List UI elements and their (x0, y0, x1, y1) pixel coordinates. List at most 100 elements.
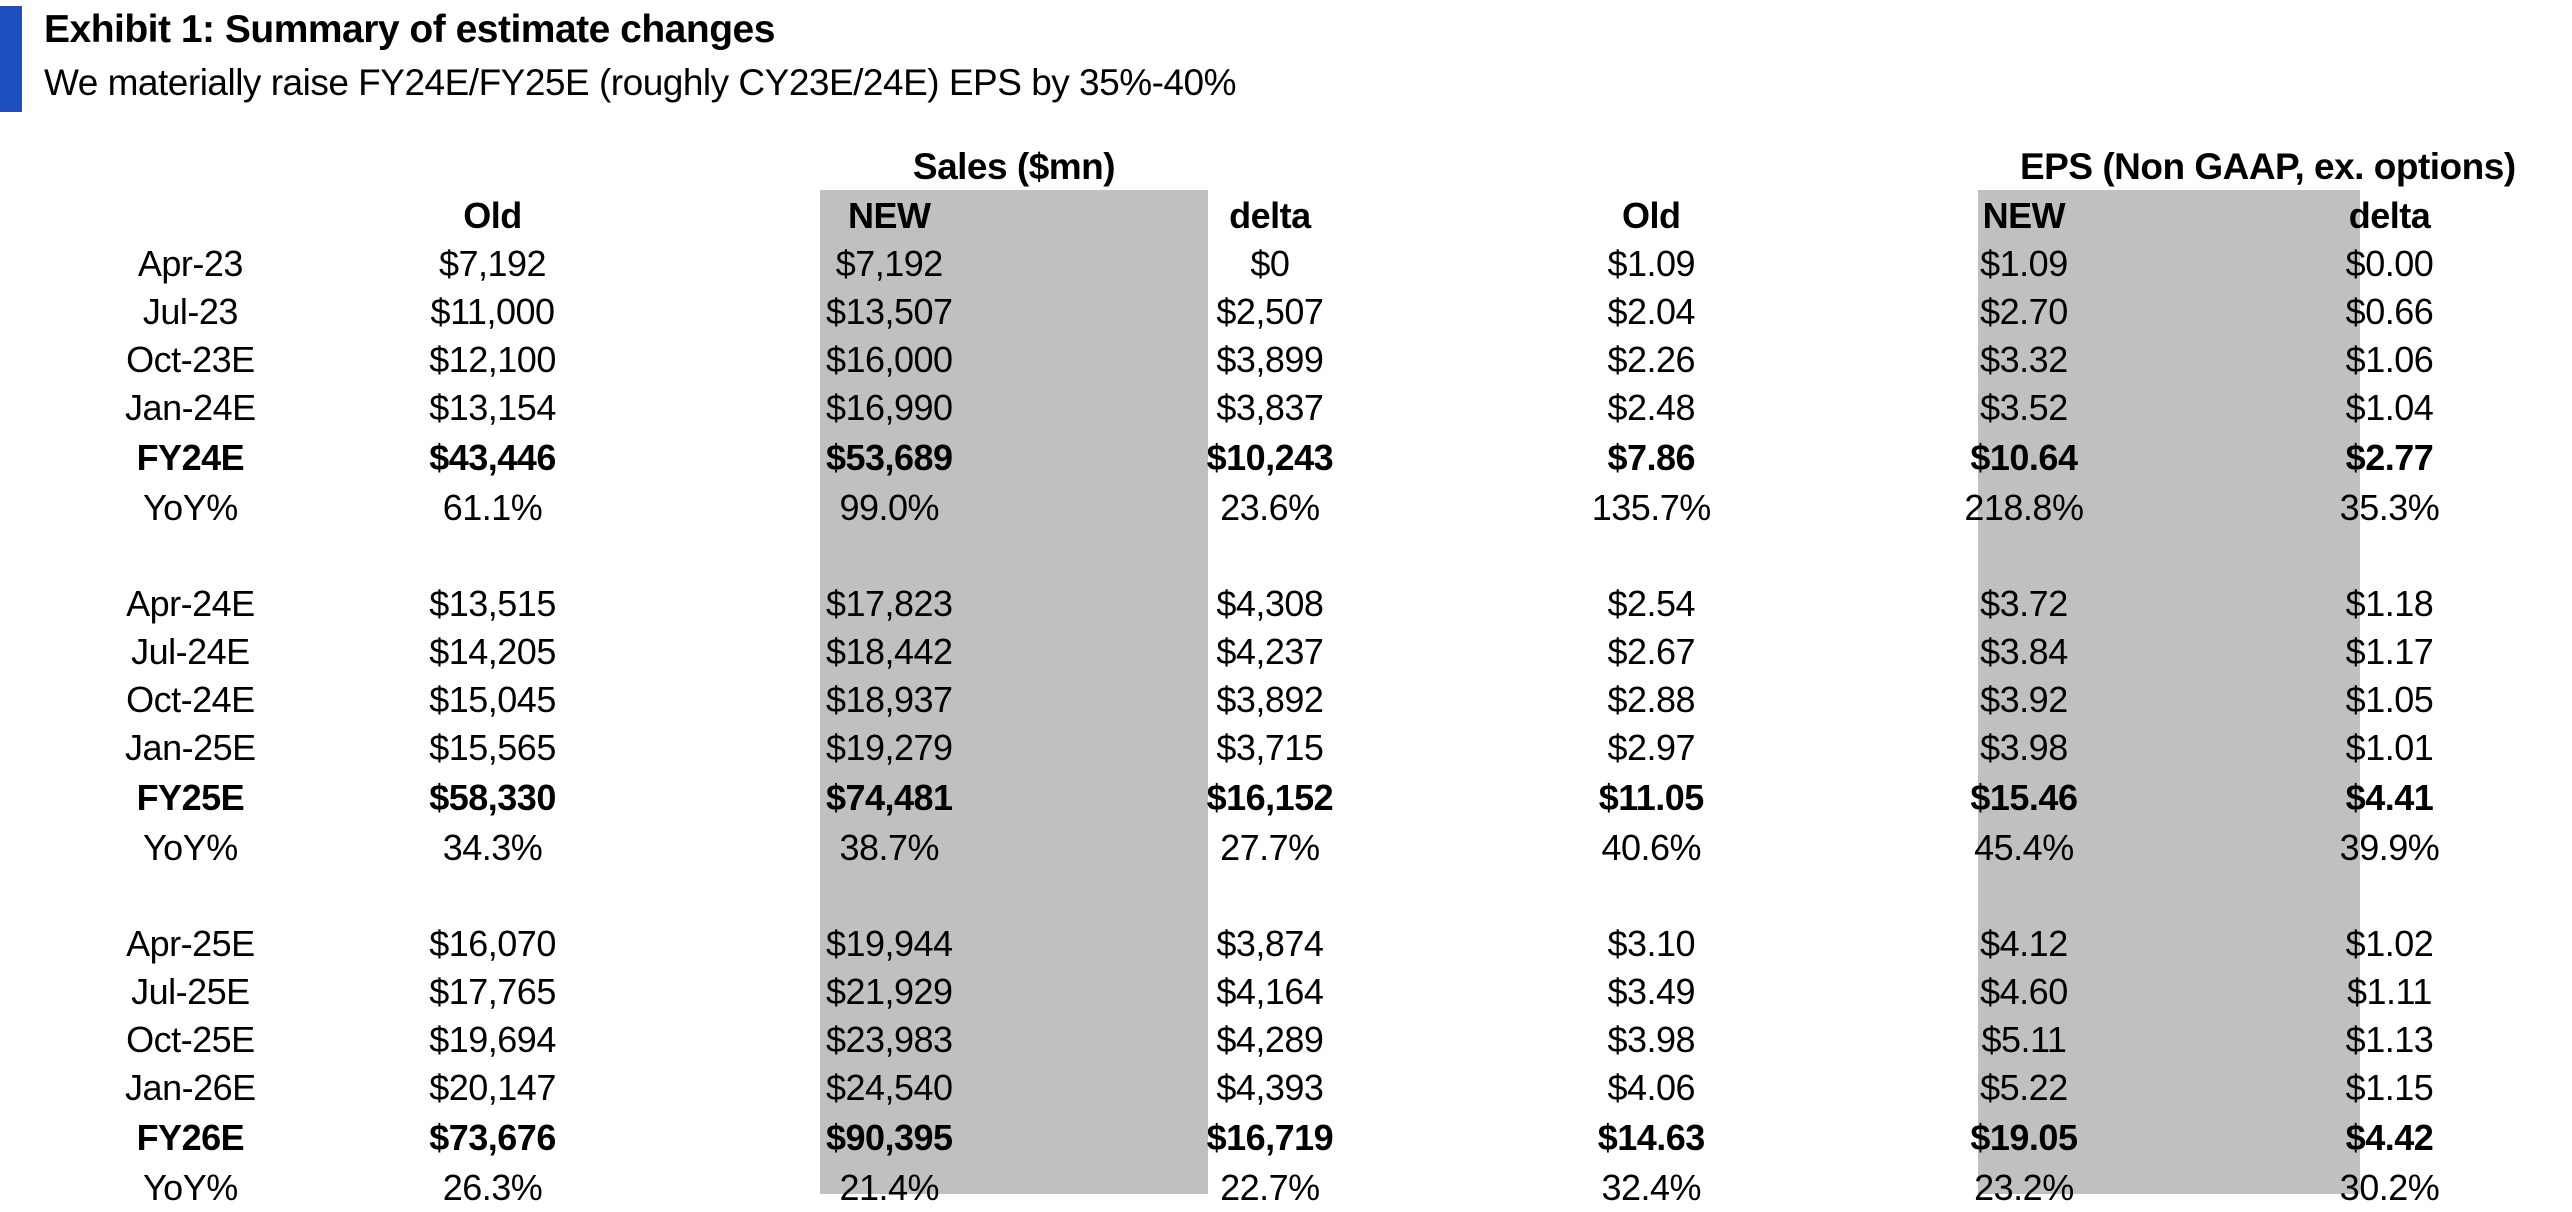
cell-eps-delta (2207, 532, 2572, 580)
cell-sales-delta: $16,152 (1206, 777, 1334, 818)
table-row: Jul-25E $17,765 $21,929 $4,164 $3.49 $4.60 $1.… (96, 968, 2572, 1016)
table-row: Oct-23E $12,100 $16,000 $3,899 $2.26 $3.32 $1.… (96, 336, 2572, 384)
table-row: YoY% 26.3% 21.4% 22.7% 32.4% 23.2% 30.2% (96, 1164, 2572, 1212)
cell-sales-delta: $4,237 (1216, 631, 1324, 672)
cell-sales-old: $19,694 (429, 1019, 556, 1060)
cell-sales-delta: $4,164 (1216, 971, 1324, 1012)
table-row: Jul-24E $14,205 $18,442 $4,237 $2.67 $3.84 $1.… (96, 628, 2572, 676)
table-row: Jan-24E $13,154 $16,990 $3,837 $2.48 $3.52 $1.… (96, 384, 2572, 432)
table-row: Oct-25E $19,694 $23,983 $4,289 $3.98 $5.11 $1.… (96, 1016, 2572, 1064)
cell-eps-old: $2.67 (1607, 631, 1696, 672)
row-label: Oct-25E (126, 1019, 255, 1060)
cell-sales-delta: $2,507 (1216, 291, 1324, 332)
cell-sales-new: $21,929 (825, 971, 953, 1012)
table-row: YoY% 61.1% 99.0% 23.6% 135.7% 218.8% 35.3% (96, 484, 2572, 532)
cell-sales-new: $16,000 (825, 339, 953, 380)
cell-eps-delta: $1.05 (2345, 679, 2434, 720)
cell-sales-old: $16,070 (429, 923, 556, 964)
cell-eps-old: $11.05 (1598, 777, 1705, 818)
cell-eps-delta (2207, 872, 2572, 920)
cell-eps-old: $1.09 (1607, 243, 1696, 284)
cell-eps-new: $4.60 (1980, 971, 2068, 1012)
cell-sales-delta: $3,899 (1216, 339, 1324, 380)
table-body: Apr-23 $7,192 $7,192 $0 $1.09 $1.09 $0.00 Jul-2… (96, 240, 2572, 1212)
cell-sales-delta (1078, 872, 1461, 920)
cell-eps-delta: $4.42 (2345, 1117, 2434, 1158)
row-label: Apr-25E (126, 923, 255, 964)
cell-sales-delta: 23.6% (1220, 487, 1320, 528)
cell-eps-old: $3.10 (1607, 923, 1696, 964)
cell-sales-delta: $10,243 (1206, 437, 1334, 478)
cell-eps-delta: 35.3% (2339, 487, 2440, 528)
cell-sales-delta: $3,874 (1216, 923, 1324, 964)
cell-eps-delta: $4.41 (2345, 777, 2434, 818)
cell-sales-new: $18,442 (825, 631, 953, 672)
row-label: Jan-24E (125, 387, 256, 428)
cell-eps-old: $4.06 (1607, 1067, 1696, 1108)
cell-sales-new (700, 872, 1078, 920)
cell-sales-new: $19,944 (825, 923, 953, 964)
cell-sales-delta: $3,892 (1216, 679, 1324, 720)
cell-sales-old: $43,446 (429, 437, 556, 478)
cell-eps-delta: $1.02 (2345, 923, 2434, 964)
cell-sales-new: $23,983 (825, 1019, 953, 1060)
row-label: YoY% (142, 487, 238, 528)
header-eps-delta: delta (2348, 195, 2431, 236)
table-row: Jul-23 $11,000 $13,507 $2,507 $2.04 $2.70 $0.6… (96, 288, 2572, 336)
header-sales-new: NEW (848, 195, 931, 236)
header-sales-delta: delta (1229, 195, 1311, 236)
cell-eps-delta: 39.9% (2339, 827, 2440, 868)
cell-sales-old: $13,154 (429, 387, 556, 428)
cell-sales-new: $19,279 (825, 727, 953, 768)
cell-sales-new: $90,395 (825, 1117, 953, 1158)
row-label: YoY% (142, 1167, 238, 1208)
cell-sales-old: 34.3% (442, 827, 543, 868)
cell-sales-new: $17,823 (825, 583, 953, 624)
eps-new-shade (1978, 190, 2360, 1194)
table-row: Oct-24E $15,045 $18,937 $3,892 $2.88 $3.92 $1.… (96, 676, 2572, 724)
cell-sales-old: $58,330 (429, 777, 556, 818)
cell-eps-old: $2.88 (1607, 679, 1696, 720)
cell-sales-old: $12,100 (429, 339, 556, 380)
cell-sales-new: $18,937 (825, 679, 953, 720)
table-row: Apr-23 $7,192 $7,192 $0 $1.09 $1.09 $0.00 (96, 240, 2572, 288)
cell-sales-delta: $3,715 (1216, 727, 1324, 768)
header-eps-old: Old (1622, 195, 1681, 236)
cell-eps-delta: $1.11 (2347, 971, 2432, 1012)
cell-eps-delta: $1.18 (2345, 583, 2434, 624)
cell-sales-delta: 22.7% (1220, 1167, 1320, 1208)
cell-eps-new: $2.70 (1980, 291, 2068, 332)
cell-sales-new: $74,481 (825, 777, 953, 818)
cell-eps-delta: $0.66 (2345, 291, 2434, 332)
cell-sales-delta: $4,393 (1216, 1067, 1324, 1108)
cell-eps-old: 40.6% (1601, 827, 1702, 868)
cell-eps-delta: $0.00 (2345, 243, 2434, 284)
row-label: Jan-26E (125, 1067, 256, 1108)
header-label-blank (96, 192, 285, 240)
cell-sales-old: 26.3% (442, 1167, 543, 1208)
cell-eps-delta: $1.06 (2345, 339, 2434, 380)
row-label: FY24E (136, 437, 245, 478)
cell-eps-old: 135.7% (1591, 487, 1712, 528)
cell-sales-delta: $16,719 (1206, 1117, 1334, 1158)
cell-sales-old: $14,205 (429, 631, 556, 672)
cell-eps-new: 23.2% (1974, 1167, 2074, 1208)
cell-eps-old: $2.97 (1607, 727, 1696, 768)
cell-eps-old: $14.63 (1597, 1117, 1706, 1158)
row-label: Jan-25E (125, 727, 256, 768)
cell-eps-delta: $2.77 (2345, 437, 2434, 478)
cell-eps-new: 218.8% (1964, 487, 2084, 528)
row-label: Jul-24E (131, 631, 250, 672)
sales-new-shade (820, 190, 1208, 1194)
cell-sales-old: $15,565 (429, 727, 556, 768)
row-label: Apr-23 (137, 243, 244, 284)
cell-sales-new: $7,192 (835, 243, 944, 284)
cell-eps-old: $2.04 (1607, 291, 1696, 332)
cell-sales-new: $53,689 (825, 437, 953, 478)
cell-eps-new: $19.05 (1970, 1117, 2078, 1158)
cell-sales-old: $11,000 (430, 291, 555, 332)
cell-eps-delta: $1.17 (2345, 631, 2434, 672)
sales-group-header: Sales ($mn) (912, 146, 1116, 187)
cell-sales-old: $20,147 (429, 1067, 556, 1108)
table-row: Apr-24E $13,515 $17,823 $4,308 $2.54 $3.72 $1.… (96, 580, 2572, 628)
